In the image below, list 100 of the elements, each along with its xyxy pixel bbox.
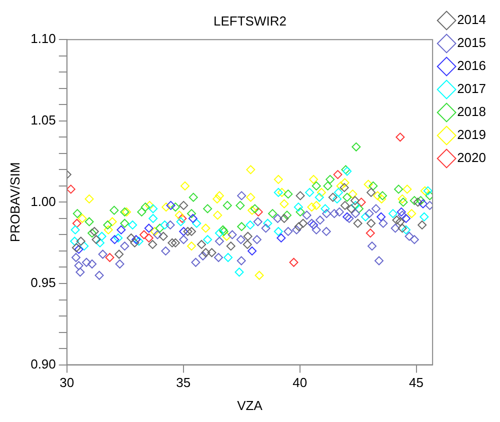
point: [420, 186, 430, 196]
point: [237, 222, 246, 232]
point: [398, 210, 407, 220]
point: [76, 236, 86, 246]
point: [110, 235, 120, 244]
point: [254, 207, 263, 216]
point: [282, 210, 292, 220]
point: [139, 230, 148, 240]
point: [145, 200, 154, 210]
point: [74, 261, 84, 270]
point: [316, 188, 326, 197]
point: [366, 218, 376, 228]
point: [376, 212, 386, 222]
point: [140, 202, 150, 212]
point: [120, 218, 130, 228]
point: [323, 181, 332, 190]
point: [254, 270, 264, 280]
point: [97, 232, 106, 241]
point: [168, 238, 177, 248]
point: [353, 218, 362, 228]
point: [420, 212, 429, 222]
point: [84, 194, 94, 204]
point: [307, 202, 316, 212]
point: [203, 235, 212, 244]
point: [350, 196, 360, 206]
point: [82, 258, 91, 267]
point: [377, 194, 386, 204]
point: [302, 210, 312, 220]
point: [226, 242, 236, 251]
point: [392, 216, 402, 225]
point: [378, 191, 388, 200]
point: [166, 220, 175, 230]
legend-label: 2014: [457, 12, 486, 28]
point: [294, 222, 304, 232]
point: [115, 259, 124, 268]
point: [312, 181, 321, 190]
point: [333, 170, 342, 180]
point: [320, 204, 330, 214]
point: [148, 204, 158, 214]
point: [179, 235, 188, 244]
point: [344, 214, 354, 223]
point: [342, 192, 352, 202]
point: [361, 212, 370, 222]
point: [410, 196, 419, 206]
point: [187, 226, 196, 236]
point: [274, 226, 283, 236]
point: [413, 198, 422, 207]
chart-title: LEFTSWIR2: [214, 13, 286, 28]
point: [188, 192, 198, 202]
point: [378, 218, 388, 228]
y-tick-label: 1.05: [30, 112, 56, 128]
point: [197, 240, 206, 249]
point: [166, 200, 176, 210]
point: [334, 188, 343, 197]
point: [212, 194, 222, 204]
point: [336, 181, 346, 190]
point: [322, 226, 331, 236]
y-tick-label: 1.10: [30, 31, 56, 46]
point: [237, 191, 246, 200]
point: [242, 240, 252, 249]
point: [396, 217, 405, 226]
point: [404, 232, 414, 241]
point: [398, 224, 407, 233]
point: [364, 209, 374, 218]
point: [114, 233, 123, 242]
point: [294, 202, 303, 212]
point: [330, 209, 339, 218]
point: [98, 250, 108, 259]
point: [78, 214, 87, 223]
point: [144, 233, 154, 242]
point: [276, 233, 286, 242]
point: [176, 217, 186, 226]
point: [348, 190, 358, 199]
point: [236, 256, 246, 266]
point: [105, 252, 114, 262]
point: [236, 235, 246, 244]
x-axis-title: VZA: [237, 398, 263, 413]
point: [92, 235, 101, 244]
point: [410, 235, 419, 244]
point: [296, 191, 305, 200]
legend-label: 2015: [457, 35, 486, 50]
point: [309, 220, 318, 230]
point: [364, 180, 373, 189]
point: [84, 217, 94, 226]
point: [277, 188, 286, 197]
point: [368, 242, 377, 251]
point: [162, 202, 171, 212]
point: [94, 270, 104, 280]
point: [104, 225, 113, 234]
point: [273, 214, 282, 223]
x-tick-label: 40: [292, 375, 308, 390]
point: [108, 217, 117, 226]
point: [214, 252, 224, 262]
point: [248, 206, 257, 215]
point: [284, 226, 293, 236]
legend-label: 2019: [457, 127, 486, 142]
point: [326, 174, 335, 184]
point: [289, 258, 298, 267]
point: [328, 192, 338, 202]
point: [234, 268, 244, 277]
